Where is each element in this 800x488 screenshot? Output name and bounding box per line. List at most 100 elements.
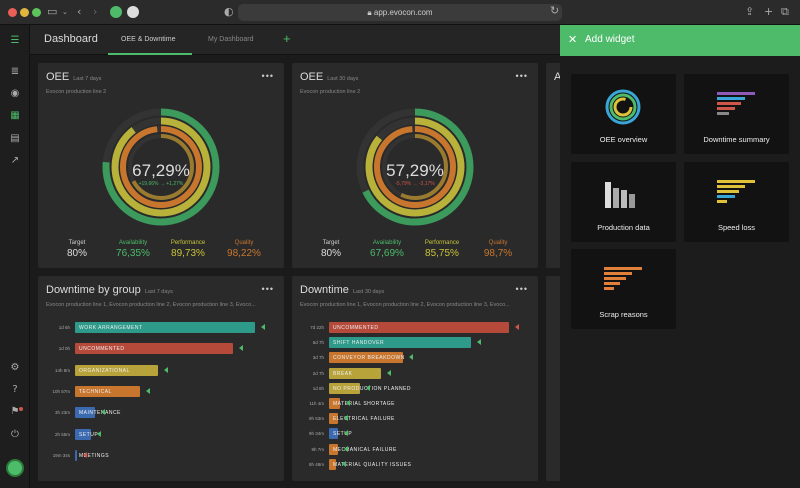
downtime-bar[interactable]: [75, 385, 140, 397]
row-duration: 3h 23m: [54, 410, 70, 416]
performance-metric: Performance 85,75%: [424, 240, 460, 259]
downtime-bar[interactable]: [329, 413, 338, 425]
dashboard-icon[interactable]: ▦: [10, 110, 20, 121]
trend-arrow-icon: [344, 415, 348, 422]
close-icon[interactable]: ✕: [568, 33, 578, 46]
downtime-bar[interactable]: [329, 428, 338, 440]
widget-oee-overview[interactable]: OEE overview: [571, 74, 676, 154]
forward-icon[interactable]: ›: [93, 5, 98, 18]
notification-badge: [19, 407, 23, 411]
widget-speed-loss[interactable]: Speed loss: [684, 162, 789, 242]
downtime-bar[interactable]: [329, 322, 509, 333]
bar-label: MATERIAL QUALITY ISSUES: [333, 461, 412, 468]
widget-label: Speed loss: [717, 223, 756, 232]
downtime-bar[interactable]: [329, 382, 360, 394]
downtime-bar[interactable]: [75, 449, 77, 461]
downtime-bar[interactable]: [329, 398, 340, 409]
tab-my-dashboard[interactable]: My Dashboard: [208, 36, 254, 43]
target-metric: Target 80%: [66, 240, 87, 259]
sidebar-toggle-icon[interactable]: ▭: [47, 5, 58, 18]
oee-value: 67,29%: [132, 161, 190, 180]
widget-label: Scrap reasons: [599, 310, 648, 319]
widget-downtime-summary[interactable]: Downtime summary: [684, 74, 789, 154]
close-window-button[interactable]: [8, 8, 17, 17]
bar-label: UNCOMMENTED: [333, 325, 379, 331]
power-icon[interactable]: ⏻: [11, 429, 19, 440]
widget-scrap-reasons[interactable]: Scrap reasons: [571, 249, 676, 329]
minimize-window-button[interactable]: [20, 8, 29, 17]
oee-card-7-days: OEE Last 7 days ••• Evocon production lin…: [38, 63, 284, 268]
downtime-card: Downtime Last 30 days ••• Evocon producti…: [292, 276, 538, 481]
quality-ring: [120, 126, 202, 208]
more-options-icon[interactable]: •••: [515, 71, 528, 81]
trend-arrow-icon: [365, 384, 370, 391]
report-icon[interactable]: ▤: [10, 133, 20, 144]
card-subtitle: Evocon production line 1, Evocon product…: [46, 302, 256, 308]
quality-metric: Quality 98,22%: [227, 240, 261, 259]
downtime-bar[interactable]: [329, 337, 472, 349]
privacy-shield-icon[interactable]: ◐: [224, 5, 234, 18]
row-duration: 3d 7h: [312, 355, 324, 361]
card-period: Last 7 days: [144, 289, 173, 295]
trend-arrow-icon: [97, 430, 102, 437]
more-options-icon[interactable]: •••: [515, 284, 528, 294]
widget-label: OEE overview: [599, 135, 648, 144]
grammarly-icon[interactable]: [110, 6, 122, 18]
bar-label: NO PRODUCTION PLANNED: [333, 385, 412, 392]
row-duration: 10h 57m: [52, 388, 70, 394]
flag-icon[interactable]: ⚑: [10, 406, 20, 417]
help-icon[interactable]: ?: [12, 384, 18, 395]
bar-label: MECHANICAL FAILURE: [333, 446, 397, 453]
bar-label: SHIFT HANDOVER: [333, 340, 385, 347]
downtime-by-group-card: Downtime by group Last 7 days ••• Evocon …: [38, 276, 284, 481]
card-subtitle: Evocon production line 2: [46, 89, 107, 95]
share-icon[interactable]: ⇪: [745, 5, 755, 18]
page-title: Dashboard: [44, 33, 98, 45]
downtime-bar[interactable]: [329, 458, 337, 470]
oee-card-30-days: OEE Last 30 days ••• Evocon production li…: [292, 63, 538, 268]
trend-arrow-icon: [239, 345, 244, 352]
quality-metric: Quality 98,7%: [483, 240, 513, 259]
target-metric: Target 80%: [320, 240, 341, 259]
oee-delta: -5,79% → -3,17%: [395, 181, 435, 187]
more-options-icon[interactable]: •••: [261, 284, 274, 294]
maximize-window-button[interactable]: [32, 8, 41, 17]
trend-arrow-icon: [515, 324, 519, 330]
downtime-bar[interactable]: [75, 364, 158, 376]
bar-label: SETUP: [79, 431, 99, 438]
dashboard-header: Dashboard OEE & Downtime My Dashboard +: [30, 25, 560, 55]
list-icon[interactable]: ≣: [10, 66, 20, 77]
bar-label: MEETINGS: [79, 452, 110, 459]
panel-title: Add widget: [585, 34, 635, 45]
back-icon[interactable]: ‹: [77, 5, 82, 18]
avatar[interactable]: [6, 459, 24, 477]
downtime-bar[interactable]: [75, 407, 95, 419]
trend-icon[interactable]: ↗: [10, 155, 20, 166]
target-icon[interactable]: ◉: [10, 88, 20, 99]
downtime-bar[interactable]: [329, 367, 382, 379]
downtime-bar[interactable]: [75, 343, 234, 355]
widget-production-data[interactable]: Production data: [571, 162, 676, 242]
extension-icon[interactable]: [127, 6, 139, 18]
quality-ring: [374, 126, 456, 208]
tab-oee-downtime[interactable]: OEE & Downtime: [121, 36, 176, 43]
downtime-bar[interactable]: [75, 428, 92, 440]
trend-arrow-icon: [261, 324, 265, 330]
menu-icon[interactable]: ☰: [10, 35, 20, 46]
chevron-down-icon[interactable]: ⌄: [62, 8, 68, 16]
downtime-bar[interactable]: [329, 443, 338, 455]
oee-delta: +19,66% → +1,27%: [138, 181, 184, 187]
scrap-reasons-icon: [604, 267, 642, 290]
availability-metric: Availability 67,69%: [370, 240, 404, 259]
more-options-icon[interactable]: •••: [261, 71, 274, 81]
settings-icon[interactable]: ⚙: [10, 362, 20, 373]
downtime-bar[interactable]: [329, 352, 403, 364]
address-bar[interactable]: 🔒︎ app.evocon.com: [238, 4, 562, 21]
row-duration: 1d 6h: [58, 325, 70, 330]
add-tab-button[interactable]: +: [283, 31, 291, 46]
reload-icon[interactable]: ↻: [550, 4, 560, 17]
new-tab-icon[interactable]: +: [764, 5, 774, 18]
downtime-bar[interactable]: [75, 322, 255, 333]
row-duration: 11h 4m: [309, 401, 324, 406]
tab-overview-icon[interactable]: ⧉: [781, 5, 789, 18]
